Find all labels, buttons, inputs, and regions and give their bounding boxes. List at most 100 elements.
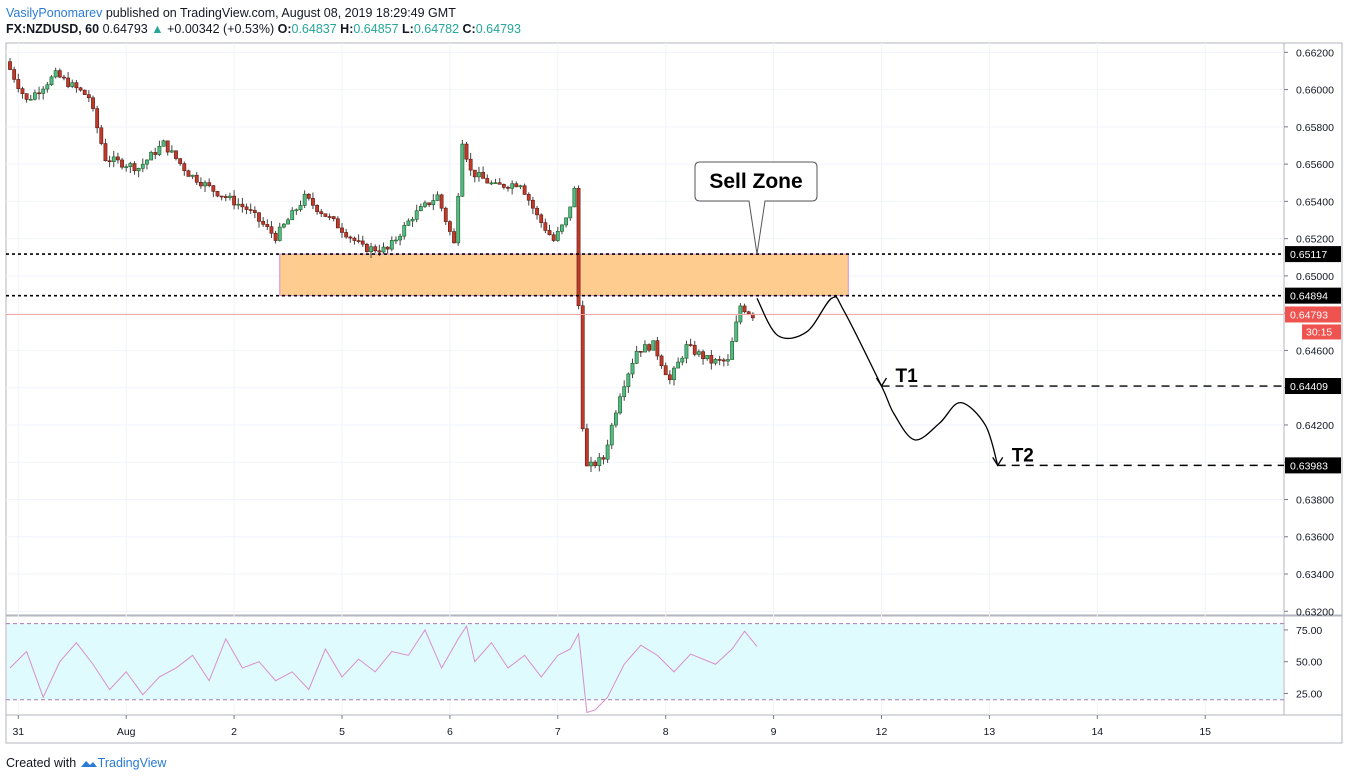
candle-body: [667, 374, 672, 381]
candle-body: [746, 311, 751, 315]
candle-body: [66, 77, 71, 87]
candle-body: [298, 205, 303, 211]
x-tick-label: 31: [12, 726, 24, 738]
candle-body: [99, 127, 104, 144]
candle-body: [269, 226, 274, 234]
candle-body: [713, 359, 718, 364]
candle-body: [91, 97, 95, 109]
candle-body: [207, 182, 212, 186]
projection-path[interactable]: [756, 296, 1004, 467]
candle-body: [402, 225, 407, 237]
candle-body: [672, 367, 676, 381]
main-pane[interactable]: [5, 42, 1285, 616]
low-label: L:: [402, 22, 414, 36]
candle-body: [215, 191, 220, 197]
candle-body: [364, 243, 369, 253]
candle-body: [182, 163, 187, 172]
candle-body: [443, 207, 448, 222]
price-tag-bg: [1285, 457, 1341, 474]
candle-body: [124, 166, 129, 169]
y-tick-label: 0.66200: [1296, 47, 1334, 59]
sell-zone-box: [279, 253, 849, 297]
candle-body: [157, 146, 162, 155]
sell-zone[interactable]: [279, 253, 849, 297]
author-link[interactable]: VasilyPonomarev: [6, 6, 103, 20]
candle-body: [145, 159, 149, 165]
candle-body: [460, 143, 465, 197]
price-tags: 0.65117 0.64894 0.64409 0.63983 0.64793 30:15: [1285, 246, 1341, 474]
candle-body: [136, 168, 141, 172]
time-axis-labels: 31 Aug 2 5 6 7 8 9 12 13 14 15: [12, 715, 1211, 738]
candle-body: [423, 202, 427, 207]
candle-body: [28, 98, 33, 101]
y-tick-label: 0.66000: [1296, 85, 1334, 97]
candle-body: [572, 188, 577, 208]
y-tick-label: 0.65200: [1296, 234, 1334, 246]
candle-body: [477, 172, 481, 178]
candle-body: [522, 185, 527, 195]
candle-body: [655, 340, 660, 357]
candle-body: [373, 246, 378, 252]
grid-lines: [6, 43, 1284, 715]
candles: [6, 57, 1284, 473]
candle-body: [580, 305, 585, 429]
candle-body: [62, 76, 66, 79]
candle-body: [331, 216, 336, 220]
rsi-polyline: [9, 624, 758, 714]
x-tick-label: 7: [555, 726, 561, 738]
symbol-label: FX:NZDUSD, 60: [6, 22, 100, 36]
y-tick-label: 0.64600: [1296, 345, 1334, 357]
candle-body: [86, 94, 91, 99]
created-with-text: Created with: [6, 756, 77, 770]
candle-body: [16, 79, 21, 89]
price-levels[interactable]: T1 T2: [6, 253, 1284, 466]
candle-body: [70, 82, 75, 87]
candle-body: [493, 182, 498, 185]
candle-body: [634, 350, 639, 364]
candle-body: [377, 250, 382, 253]
candle-body: [626, 373, 631, 388]
candle-body: [481, 172, 486, 179]
candle-body: [340, 227, 344, 233]
x-tick-label: 15: [1199, 726, 1211, 738]
candle-body: [526, 194, 531, 201]
last-price-tag-bg: [1285, 306, 1341, 323]
candle-body: [153, 152, 158, 155]
candle-body: [107, 160, 112, 163]
candle-body: [335, 218, 340, 229]
candle-body: [203, 182, 207, 187]
open-label: O:: [277, 22, 292, 36]
candle-body: [165, 140, 170, 153]
y-tick-label: 0.63800: [1296, 494, 1334, 506]
candle-body: [169, 150, 174, 153]
candle-body: [472, 169, 477, 178]
candle-body: [394, 239, 398, 242]
price-tag-label: 0.64409: [1290, 381, 1328, 393]
candle-body: [120, 159, 124, 168]
target-label: T1: [896, 366, 919, 387]
candle-body: [651, 340, 656, 351]
tradingview-brand[interactable]: TradingView: [97, 756, 167, 770]
rsi-axis[interactable]: [1283, 615, 1343, 716]
candle-body: [709, 355, 714, 364]
last-price-tag-label: 0.64793: [1290, 309, 1328, 321]
candle-body: [352, 237, 357, 241]
candle-body: [593, 461, 598, 467]
sell-zone-callout[interactable]: Sell Zone: [694, 161, 818, 255]
candle-body: [609, 424, 614, 446]
y-tick-label: 0.65800: [1296, 122, 1334, 134]
candle-body: [194, 174, 199, 183]
x-tick-label: 14: [1091, 726, 1103, 738]
candle-body: [730, 341, 735, 360]
candle-body: [24, 93, 29, 100]
candle-body: [688, 344, 693, 346]
candle-body: [277, 226, 282, 241]
rsi-line: [9, 624, 758, 714]
time-axis[interactable]: [5, 714, 1343, 744]
candle-body: [140, 163, 145, 169]
price-tag-label: 0.65117: [1290, 249, 1327, 261]
callout-label: Sell Zone: [709, 170, 802, 193]
candle-body: [290, 210, 295, 221]
close-value: 0.64793: [475, 22, 521, 36]
